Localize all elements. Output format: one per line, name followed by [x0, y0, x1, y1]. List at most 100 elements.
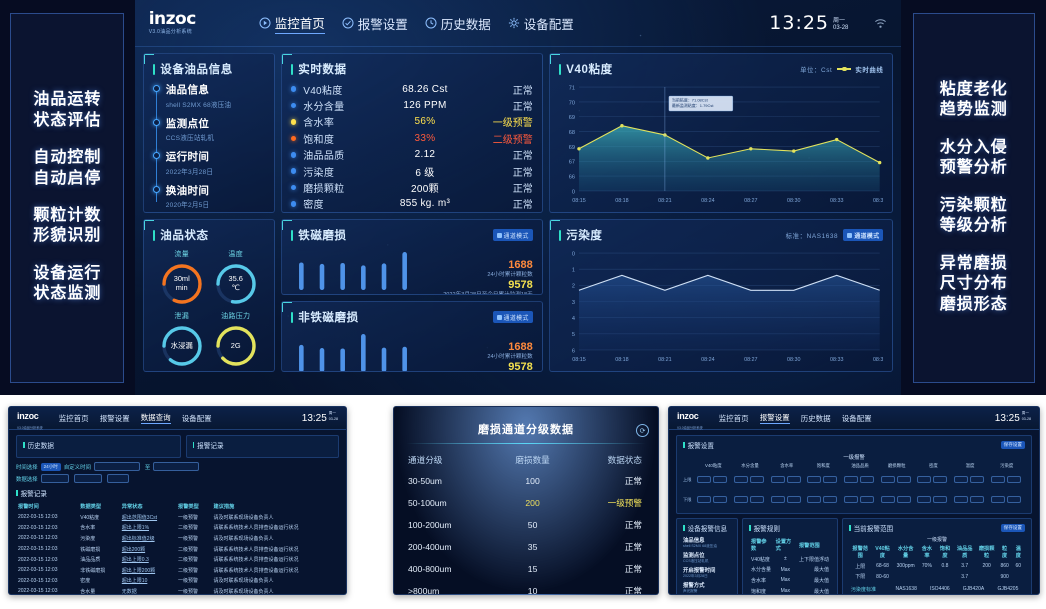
- svg-text:当前粘度：71.08Cst: 当前粘度：71.08Cst: [672, 97, 709, 103]
- threshold-input[interactable]: [807, 496, 822, 504]
- threshold-input[interactable]: [713, 476, 728, 484]
- cell-level: 一级预警: [178, 535, 199, 542]
- filter-from-input[interactable]: [93, 462, 140, 471]
- threshold-input[interactable]: [917, 496, 932, 504]
- mode-tag[interactable]: 通道模式: [492, 311, 533, 323]
- gauge-unit: min: [175, 283, 188, 292]
- filter-reset-button[interactable]: [73, 474, 102, 483]
- status-dot: [290, 86, 297, 92]
- threshold-input[interactable]: [844, 496, 859, 504]
- threshold-input[interactable]: [1006, 476, 1021, 484]
- thumbnail-history-screen[interactable]: inzoc V3.0油品分析系统 监控首页 报警设置 数据查询 设备配置 13:…: [8, 406, 347, 595]
- threshold-input[interactable]: [713, 496, 728, 504]
- filter-quick-range[interactable]: 24小时: [40, 462, 61, 471]
- cell-mode: Max: [780, 566, 791, 573]
- table-row[interactable]: 2022-03-15 12:03 非铁磁磨损 超出上限200颗 二级预警 请联系系统技术…: [16, 565, 339, 576]
- filter-query-button[interactable]: [106, 474, 129, 483]
- mode-tag[interactable]: 通道模式: [492, 229, 533, 241]
- threshold-input[interactable]: [954, 496, 969, 504]
- threshold-input[interactable]: [786, 496, 801, 504]
- threshold-input[interactable]: [750, 496, 764, 504]
- threshold-input[interactable]: [1006, 496, 1021, 504]
- table-row[interactable]: 2022-03-15 12:03 V40粘度 超出范围值3Cst 一级预警 请及时联系现…: [16, 512, 339, 523]
- threshold-input[interactable]: [844, 476, 859, 484]
- threshold-input[interactable]: [770, 476, 785, 484]
- filter-data-select[interactable]: [40, 474, 69, 483]
- card-title: V40粘度 单位：Cst 实时曲线: [559, 61, 884, 77]
- threshold-input[interactable]: [933, 496, 948, 504]
- table-row[interactable]: 30-50um 100 正常: [394, 470, 658, 492]
- table-row[interactable]: 2022-03-15 12:03 油品品质 超出上限0.3 二级预警 请联系系统技术人员…: [16, 554, 339, 565]
- thumb-nav-item[interactable]: 监控首页: [58, 413, 89, 423]
- thumb-nav-item[interactable]: 报警设置: [99, 413, 130, 423]
- thumb-nav-item[interactable]: 设备配置: [841, 413, 872, 423]
- cell-value: 3.7: [961, 573, 969, 580]
- nav-item-monitor-home[interactable]: 监控首页: [259, 13, 325, 34]
- threshold-input[interactable]: [860, 476, 875, 484]
- threshold-input[interactable]: [933, 476, 948, 484]
- thumbnail-grading-screen[interactable]: ⟳ 磨损通道分级数据 通道分级 磨损数量 数据状态 30-50um 100 正常 50…: [393, 406, 659, 595]
- table-row[interactable]: 400-800um 15 正常: [394, 558, 658, 580]
- threshold-input[interactable]: [807, 476, 822, 484]
- cell-count: 100: [525, 476, 540, 486]
- save-settings-tag[interactable]: 保存设置: [1000, 524, 1025, 532]
- table-row[interactable]: 2022-03-15 12:03 铁磁磨损 超出200颗 二级预警 请联系系统技术人员排…: [16, 544, 339, 555]
- thumbnail-alarm-settings-screen[interactable]: inzoc V3.0油品分析系统 监控首页 报警设置 历史数据 设备配置 13:…: [668, 406, 1040, 595]
- cell-count: 15: [527, 564, 538, 574]
- threshold-input[interactable]: [786, 476, 801, 484]
- gauge-text: 2G: [213, 323, 259, 369]
- filter-to-input[interactable]: [153, 462, 200, 471]
- table-row[interactable]: 2022-03-15 12:03 密度 超出上限10 一级预警 请及时联系现场设备负责人: [16, 576, 339, 587]
- thumb-nav-item[interactable]: 设备配置: [181, 413, 212, 423]
- table-row[interactable]: 2022-03-15 12:03 含水量 无数据 一级预警 请及时联系现场设备负责人: [16, 586, 339, 594]
- threshold-input[interactable]: [896, 496, 911, 504]
- threshold-input[interactable]: [970, 496, 985, 504]
- svg-text:08:33: 08:33: [830, 357, 843, 363]
- cell-time: 2022-03-15 12:03: [18, 535, 58, 542]
- threshold-input[interactable]: [970, 476, 985, 484]
- table-row: V40粘度 ± 上下限值浮动: [749, 554, 831, 565]
- threshold-input[interactable]: [880, 496, 895, 504]
- threshold-input[interactable]: [896, 476, 911, 484]
- save-settings-tag[interactable]: 保存设置: [1000, 441, 1025, 449]
- table-row[interactable]: 2022-03-15 12:03 污染度 超出标准值2级 一级预警 请及时联系现场设备负…: [16, 533, 339, 544]
- card-nonferro-wear: 非铁磁磨损 通道模式 08:1508:1808:2108:2408:2708:3…: [280, 301, 543, 372]
- threshold-input[interactable]: [880, 476, 895, 484]
- threshold-input[interactable]: [697, 496, 712, 504]
- thumb-nav-item[interactable]: 历史数据: [800, 413, 831, 423]
- threshold-input[interactable]: [823, 476, 838, 484]
- table-row[interactable]: 50-100um 200 一级预警: [394, 492, 658, 514]
- thumb-nav-item-active[interactable]: 报警设置: [759, 413, 790, 424]
- nav-item-history-data[interactable]: 历史数据: [425, 14, 491, 33]
- cell-range: 400-800um: [408, 564, 452, 574]
- threshold-input[interactable]: [770, 496, 785, 504]
- threshold-input[interactable]: [697, 476, 712, 484]
- refresh-icon[interactable]: ⟳: [636, 424, 649, 437]
- table-row[interactable]: 100-200um 50 正常: [394, 514, 658, 536]
- svg-text:08:21: 08:21: [336, 295, 349, 296]
- threshold-input[interactable]: [990, 476, 1005, 484]
- col-header: V40粘度: [875, 546, 890, 559]
- threshold-input[interactable]: [750, 476, 764, 484]
- thumbnail-row: inzoc V3.0油品分析系统 监控首页 报警设置 数据查询 设备配置 13:…: [0, 400, 1046, 609]
- mode-tag[interactable]: 通道模式: [843, 229, 884, 241]
- threshold-input[interactable]: [917, 476, 932, 484]
- threshold-input[interactable]: [860, 496, 875, 504]
- threshold-input[interactable]: [734, 476, 748, 484]
- threshold-input[interactable]: [734, 496, 748, 504]
- thumb-nav-item-active[interactable]: 数据查询: [140, 413, 171, 424]
- cell-standard: NAS1638: [895, 586, 917, 593]
- play-circle-icon: [259, 17, 271, 29]
- table-row[interactable]: 2022-03-15 12:03 含水率 超出上限1% 二级预警 请联系系统技术人员排查…: [16, 523, 339, 534]
- table-row[interactable]: 200-400um 35 正常: [394, 536, 658, 558]
- threshold-input[interactable]: [990, 496, 1005, 504]
- oil-info-item: 油品信息 shell S2MX 68液压油: [152, 82, 265, 109]
- thumb-nav-item[interactable]: 监控首页: [718, 413, 749, 423]
- table-row[interactable]: >800um 10 正常: [394, 580, 658, 594]
- nav-item-device-config[interactable]: 设备配置: [508, 14, 574, 33]
- nav-item-alarm-settings[interactable]: 报警设置: [342, 14, 408, 33]
- cell-value: [976, 572, 998, 583]
- threshold-input[interactable]: [954, 476, 969, 484]
- threshold-input[interactable]: [823, 496, 838, 504]
- device-info-list: 油品信息 shell S2MX 68液压油 监测点位 CCS液压站轧机 开启报警时间 20…: [683, 536, 731, 594]
